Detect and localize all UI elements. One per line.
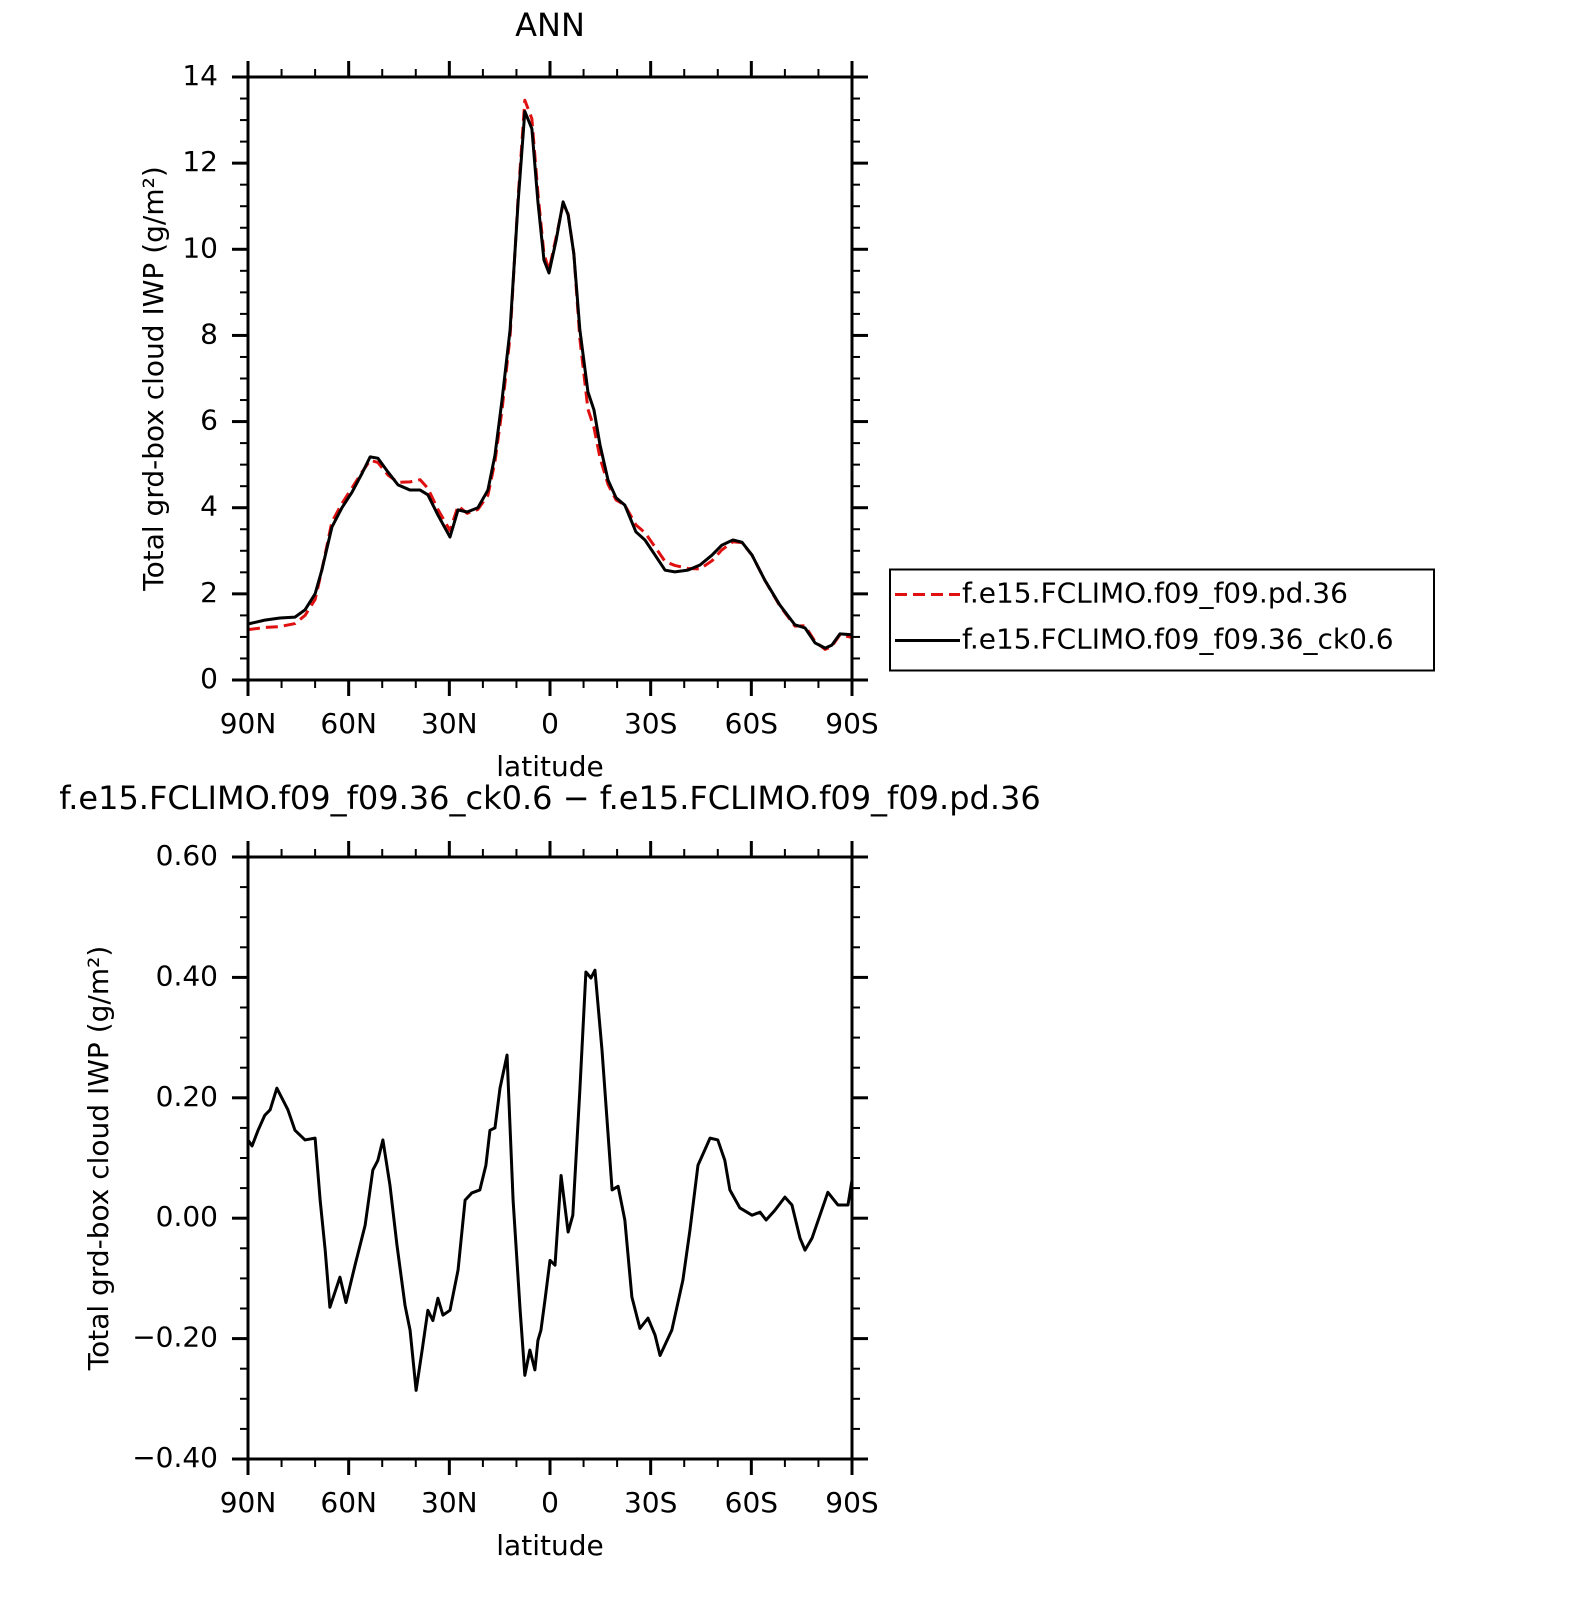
y-tick-label: 12 [182,145,218,178]
y-axis-label: Total grd-box cloud IWP (g/m²) [82,946,115,1371]
x-tick-label: 60S [725,1486,778,1519]
y-tick-label: 0 [200,662,218,695]
x-tick-label: 30S [624,1486,677,1519]
x-tick-label: 0 [541,1486,559,1519]
legend-label: f.e15.FCLIMO.f09_f09.36_ck0.6 [962,623,1394,656]
legend-box [889,568,1435,672]
x-axis-label: latitude [496,750,603,783]
x-tick-label: 60N [320,707,377,740]
data-line [246,968,854,1392]
y-tick-label: 4 [200,490,218,523]
x-tick-label: 90N [220,1486,277,1519]
legend-label: f.e15.FCLIMO.f09_f09.pd.36 [962,577,1348,610]
y-tick-label: −0.40 [132,1441,218,1474]
y-tick-label: 0.00 [156,1200,218,1233]
data-line [247,109,853,650]
y-tick-label: −0.20 [132,1321,218,1354]
y-tick-label: 14 [182,59,218,92]
y-tick-label: 2 [200,576,218,609]
y-axis-label: Total grd-box cloud IWP (g/m²) [137,166,170,591]
x-tick-label: 60S [725,707,778,740]
x-tick-label: 90S [825,707,878,740]
x-tick-label: 30N [421,1486,478,1519]
y-tick-label: 6 [200,404,218,437]
y-tick-label: 10 [182,231,218,264]
chart-title: ANN [515,6,585,44]
x-tick-label: 0 [541,707,559,740]
y-tick-label: 0.20 [156,1080,218,1113]
x-tick-label: 90N [220,707,277,740]
x-tick-label: 30S [624,707,677,740]
data-line [247,98,853,651]
y-tick-label: 0.60 [156,839,218,872]
x-tick-label: 60N [320,1486,377,1519]
plot-frame [246,855,854,1461]
y-tick-label: 0.40 [156,959,218,992]
plot-frame [246,75,854,682]
x-tick-label: 30N [421,707,478,740]
chart-title: f.e15.FCLIMO.f09_f09.36_ck0.6 − f.e15.FC… [59,779,1040,817]
x-tick-label: 90S [825,1486,878,1519]
x-axis-label: latitude [496,1529,603,1562]
y-tick-label: 8 [200,317,218,350]
